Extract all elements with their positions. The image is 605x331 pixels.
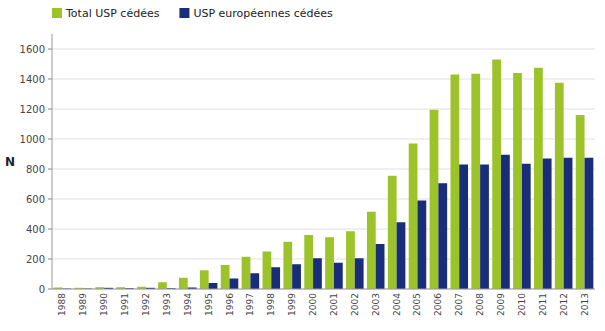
tick-mark [48, 49, 52, 50]
bar [230, 279, 239, 290]
bar [513, 73, 522, 289]
tick-label: 2005 [412, 293, 422, 316]
bar [480, 165, 489, 290]
bar [250, 273, 259, 289]
tick-label: 1996 [225, 293, 235, 316]
bars [54, 60, 594, 290]
tick-label: 400 [26, 224, 45, 235]
bar [388, 176, 397, 289]
bar [543, 159, 552, 290]
tick-label: 1400 [20, 74, 45, 85]
tick-label: 2006 [433, 293, 443, 316]
tick-label: 1600 [20, 44, 45, 55]
tick-label: 1991 [120, 293, 130, 316]
bar [355, 258, 364, 289]
y-axis-line [52, 34, 53, 289]
tick-mark [48, 169, 52, 170]
tick-label: 2011 [538, 293, 548, 316]
tick-label: 1989 [78, 293, 88, 316]
legend-label: Total USP cédées [65, 7, 160, 20]
tick-label: 1988 [57, 293, 67, 316]
bar [292, 264, 301, 289]
legend-label: USP européennes cédées [193, 7, 333, 20]
tick-label: 1000 [20, 134, 45, 145]
bar [417, 201, 426, 290]
tick-label: 1999 [287, 293, 297, 316]
bar [263, 252, 272, 290]
bar [492, 60, 501, 290]
tick-mark [48, 199, 52, 200]
bar [179, 278, 188, 289]
bar [555, 83, 564, 289]
bar [304, 235, 313, 289]
tick-label: 2001 [329, 293, 339, 316]
tick-label: 1992 [141, 293, 151, 316]
bar [397, 222, 406, 289]
bar [522, 164, 531, 289]
bar [576, 115, 585, 289]
bar [242, 257, 251, 289]
tick-mark [48, 259, 52, 260]
bar [459, 165, 468, 290]
tick-label: 2008 [475, 293, 485, 316]
bar [367, 212, 376, 289]
legend-swatch [179, 8, 189, 18]
tick-label: 1998 [266, 293, 276, 316]
tick-label: 1993 [162, 293, 172, 316]
grid-line [52, 289, 595, 290]
grid-line [52, 49, 595, 50]
bar [158, 282, 167, 289]
tick-label: 0 [39, 284, 45, 295]
bar [221, 265, 230, 289]
y-axis: 0 200 400 600 800 1000 1200 1400 1600 [20, 44, 595, 295]
bar [283, 242, 292, 289]
bar [438, 183, 447, 289]
bar [564, 158, 573, 289]
bar [325, 237, 334, 289]
tick-label: 600 [26, 194, 45, 205]
tick-label: 1990 [99, 293, 109, 316]
x-axis-line [52, 289, 595, 290]
tick-label: 800 [26, 164, 45, 175]
tick-label: 1995 [204, 293, 214, 316]
tick-label: 2013 [580, 293, 590, 316]
bar [534, 68, 543, 289]
bar [376, 244, 385, 289]
tick-label: 2002 [350, 293, 360, 316]
bar [313, 258, 322, 289]
tick-label: 1994 [183, 293, 193, 316]
chart: 0 200 400 600 800 1000 1200 1400 1600 1988 1989 199… [0, 0, 605, 331]
tick-mark [48, 229, 52, 230]
tick-label: 2012 [559, 293, 569, 316]
bar [346, 231, 355, 289]
tick-label: 2007 [454, 293, 464, 316]
tick-label: 2003 [371, 293, 381, 316]
bar [430, 110, 439, 289]
x-axis: 1988 1989 1990 1991 1992 1993 1994 1995 1996 1997… [57, 293, 589, 316]
tick-mark [48, 289, 52, 290]
bar [271, 267, 280, 289]
tick-label: 2009 [496, 293, 506, 316]
bar [209, 283, 218, 289]
bar [585, 158, 594, 289]
bar [200, 270, 209, 289]
axis-label: N [5, 155, 15, 169]
tick-mark [48, 109, 52, 110]
legend-swatch [52, 8, 62, 18]
tick-label: 2004 [392, 293, 402, 316]
tick-mark [48, 139, 52, 140]
legend: Total USP cédées USP européennes cédées [52, 7, 333, 20]
tick-mark [48, 79, 52, 80]
bar [471, 74, 480, 289]
bar [409, 144, 418, 290]
tick-label: 2000 [308, 293, 318, 316]
bar [501, 155, 510, 289]
tick-label: 1200 [20, 104, 45, 115]
tick-label: 200 [26, 254, 45, 265]
bar [334, 263, 343, 289]
tick-label: 1997 [245, 293, 255, 316]
tick-label: 2010 [517, 293, 527, 316]
bar [450, 75, 459, 290]
